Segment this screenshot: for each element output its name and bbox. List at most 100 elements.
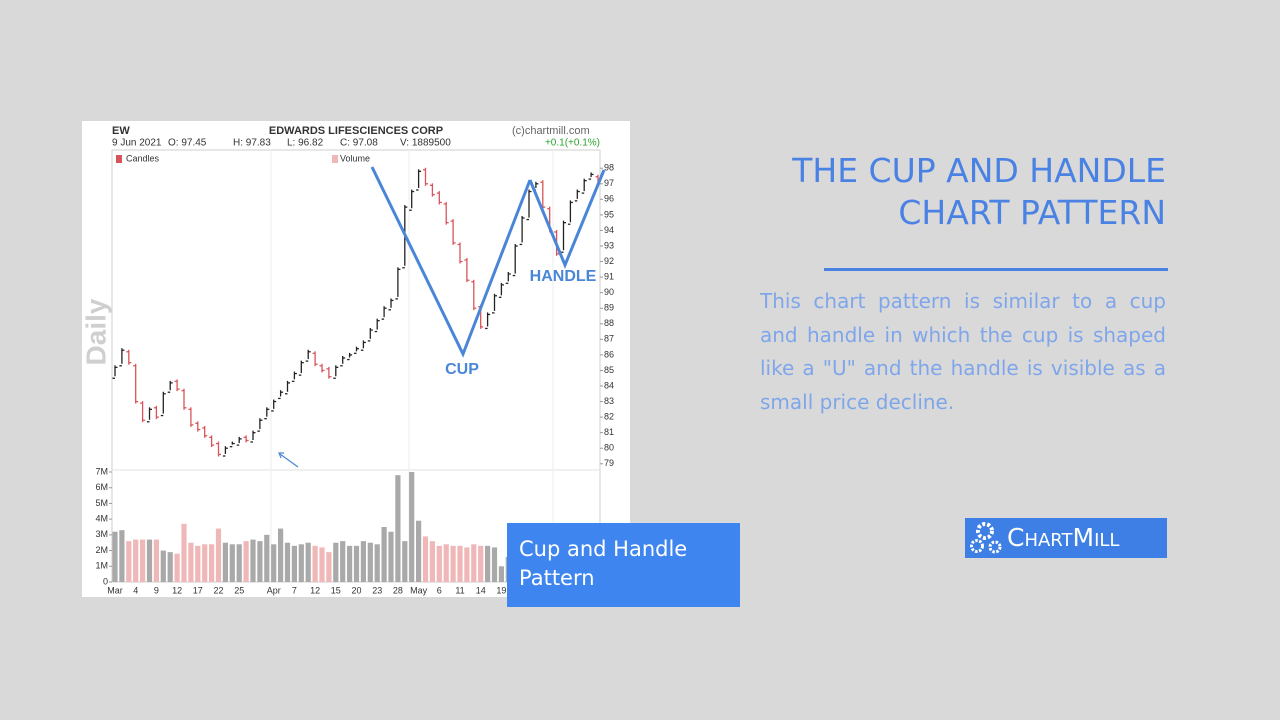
candle <box>147 407 152 423</box>
volume-bar <box>312 545 318 582</box>
volume-bar <box>215 528 222 582</box>
candle <box>140 401 146 423</box>
candle <box>381 306 387 320</box>
volume-bar <box>491 547 498 582</box>
volume-bar <box>222 542 228 582</box>
y2-tick-label: 7M <box>95 466 108 476</box>
candle <box>160 391 166 417</box>
volume-bar <box>429 541 435 582</box>
volume-bar <box>450 545 456 582</box>
y-tick-label: 84 <box>604 380 614 390</box>
quote: H: 97.83 <box>233 138 271 149</box>
candle <box>347 352 353 361</box>
volume-bar <box>409 472 415 582</box>
volume-bar <box>174 553 180 582</box>
candle <box>354 346 359 354</box>
y-tick-label: 86 <box>604 349 614 359</box>
y-tick-label: 95 <box>604 209 614 219</box>
volume-bar <box>395 475 401 582</box>
volume-bar <box>188 542 194 582</box>
volume-bar <box>250 539 256 582</box>
candle <box>319 363 325 373</box>
y2-tick-label: 2M <box>95 545 108 555</box>
volume-bar <box>202 544 208 582</box>
candle <box>374 318 380 333</box>
candle <box>457 242 463 264</box>
legend-swatch <box>116 155 122 163</box>
y2-tick-label: 6M <box>95 482 108 492</box>
volume-bar <box>264 534 270 582</box>
candle <box>202 426 208 438</box>
x-tick-label: May <box>410 585 428 595</box>
volume-bar <box>153 539 159 582</box>
y2-tick-label: 3M <box>95 529 108 539</box>
quote: L: 96.82 <box>287 138 324 149</box>
y-tick-label: 81 <box>604 427 614 437</box>
x-tick-label: 22 <box>213 585 223 595</box>
candle <box>312 351 318 367</box>
cup-line <box>370 166 532 358</box>
arrow <box>279 453 299 468</box>
volume-bar <box>236 544 242 582</box>
candle <box>112 365 118 379</box>
candle <box>436 191 442 205</box>
slide-body: This chart pattern is similar to a cup a… <box>760 289 1166 414</box>
candle <box>360 340 366 351</box>
candle <box>416 169 422 191</box>
candle <box>485 312 491 330</box>
candle <box>498 282 504 298</box>
volume-bar <box>333 542 339 582</box>
volume-bar <box>278 528 284 582</box>
y-tick-label: 80 <box>604 443 614 453</box>
candle <box>429 183 435 197</box>
volume-bar <box>305 542 311 582</box>
x-tick-label: 12 <box>310 585 320 595</box>
volume-bar <box>146 539 153 582</box>
y-tick-label: 93 <box>604 240 614 250</box>
candle <box>471 279 477 311</box>
volume-bar <box>471 544 477 582</box>
change: +0.1(+0.1%) <box>545 138 600 149</box>
candle <box>561 220 566 253</box>
volume-bar <box>271 544 277 582</box>
x-tick-label: 15 <box>331 585 341 595</box>
volume-bar <box>326 552 332 582</box>
volume-bar <box>209 544 215 582</box>
legend-swatch <box>332 155 338 163</box>
candle <box>567 200 573 225</box>
volume-bar <box>298 544 304 582</box>
volume-bar <box>416 520 422 582</box>
quote: C: 97.08 <box>340 138 378 149</box>
volume-bar <box>133 539 139 582</box>
x-tick-label: 6 <box>437 585 442 595</box>
volume-bar <box>160 550 166 582</box>
candle <box>174 379 180 392</box>
logo: ChartMill <box>965 518 1167 558</box>
y-tick-label: 87 <box>604 334 614 344</box>
candle <box>153 405 159 420</box>
slide-title: THE CUP AND HANDLE CHART PATTERN <box>792 151 1166 232</box>
x-tick-label: Apr <box>267 585 281 595</box>
volume-bar <box>381 527 387 582</box>
volume-bar <box>360 541 366 582</box>
volume-bar <box>464 547 470 582</box>
candle <box>236 436 242 446</box>
volume-bar <box>229 544 235 582</box>
x-tick-label: 9 <box>154 585 159 595</box>
volume-bar <box>457 545 463 582</box>
y2-tick-label: 0 <box>103 576 108 586</box>
y-tick-label: 85 <box>604 365 614 375</box>
candle <box>209 435 215 448</box>
candle <box>278 390 284 400</box>
candle <box>443 202 449 225</box>
candle <box>512 244 518 277</box>
volume-bar <box>126 541 132 582</box>
candle <box>264 407 270 420</box>
volume-bar <box>353 545 360 582</box>
y2-tick-label: 1M <box>95 561 108 571</box>
source: (c)chartmill.com <box>512 125 590 137</box>
candle <box>519 216 525 246</box>
candle <box>492 293 497 314</box>
volume-bar <box>167 552 173 582</box>
annotation: HANDLE <box>530 268 597 285</box>
